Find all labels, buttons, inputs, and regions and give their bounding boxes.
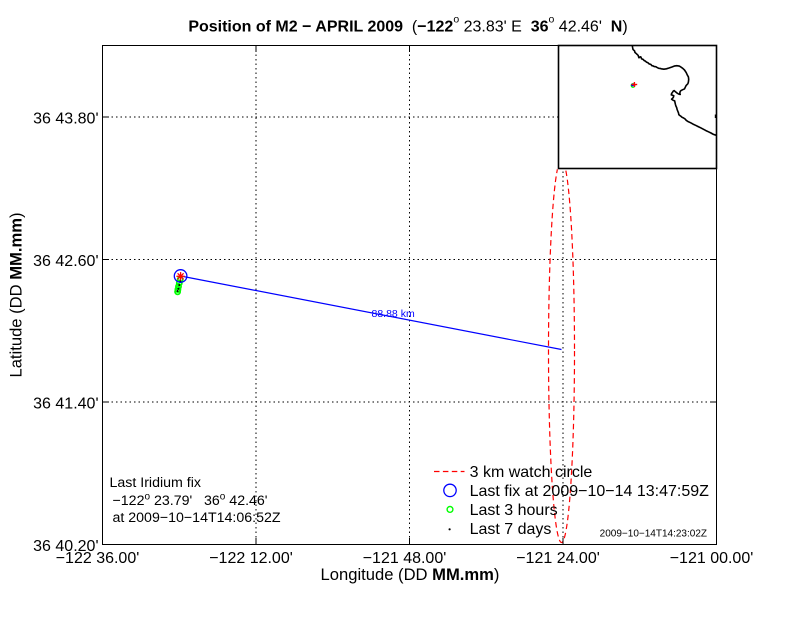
svg-text:2009−10−14T14:23:02Z: 2009−10−14T14:23:02Z bbox=[600, 529, 707, 540]
svg-text:−121 48.00': −121 48.00' bbox=[363, 550, 447, 567]
svg-text:36 40.20': 36 40.20' bbox=[33, 538, 98, 555]
svg-text:−121 00.00': −121 00.00' bbox=[670, 550, 754, 567]
svg-text:Last 3 hours: Last 3 hours bbox=[470, 502, 558, 519]
svg-text:88.88 km: 88.88 km bbox=[372, 308, 415, 320]
svg-text:−122 12.00': −122 12.00' bbox=[209, 550, 293, 567]
svg-text:Longitude (DD MM.mm): Longitude (DD MM.mm) bbox=[321, 565, 500, 584]
svg-text:−121 24.00': −121 24.00' bbox=[516, 550, 600, 567]
svg-text:36 42.60': 36 42.60' bbox=[33, 253, 98, 270]
svg-text:36 43.80': 36 43.80' bbox=[33, 110, 98, 127]
svg-text:Last 7 days: Last 7 days bbox=[470, 521, 552, 538]
svg-text:3 km watch circle: 3 km watch circle bbox=[470, 464, 593, 481]
svg-text:Last fix at 2009−10−14 13:47:5: Last fix at 2009−10−14 13:47:59Z bbox=[470, 483, 710, 500]
svg-text:Latitude (DD MM.mm): Latitude (DD MM.mm) bbox=[7, 212, 26, 377]
svg-text:−122 36.00': −122 36.00' bbox=[56, 550, 140, 567]
svg-text:Position of M2 − APRIL 2009 (: Position of M2 − APRIL 2009 (−122o 23.83… bbox=[188, 14, 627, 36]
svg-text:36 41.40': 36 41.40' bbox=[33, 396, 98, 413]
svg-text:Last Iridium fix: Last Iridium fix bbox=[110, 475, 201, 491]
svg-text:at 2009−10−14T14:06:52Z: at 2009−10−14T14:06:52Z bbox=[113, 510, 281, 526]
svg-text:−122o 23.79' 36o 42.46': −122o 23.79' 36o 42.46' bbox=[113, 492, 268, 510]
